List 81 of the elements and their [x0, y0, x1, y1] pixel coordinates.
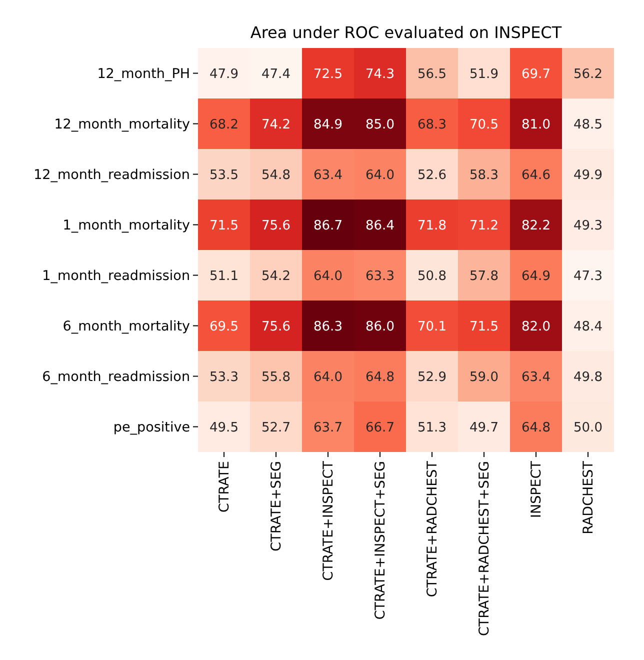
data-label: 47.4	[262, 66, 290, 82]
data-label: 75.6	[262, 218, 290, 234]
data-label: 75.6	[262, 319, 290, 334]
data-label: 58.3	[470, 168, 498, 183]
data-label: 49.7	[470, 420, 498, 436]
data-label: 52.6	[418, 168, 446, 183]
y-tick-label: 12_month_mortality	[54, 116, 190, 132]
data-label: 70.5	[470, 117, 498, 132]
data-label: 56.2	[574, 66, 602, 82]
y-tick-label: 12_month_readmission	[34, 166, 190, 183]
data-label: 81.0	[522, 117, 550, 132]
data-label: 74.2	[262, 117, 290, 132]
x-tick-label: RADCHEST	[580, 460, 597, 534]
chart-title: Area under ROC evaluated on INSPECT	[250, 23, 562, 42]
data-label: 64.0	[314, 370, 342, 385]
data-label: 49.3	[574, 218, 602, 234]
data-label: 52.7	[262, 420, 290, 436]
x-tick-label: CTRATE+INSPECT	[320, 460, 337, 581]
data-label: 64.8	[522, 420, 550, 436]
data-label: 52.9	[418, 370, 446, 385]
x-tick-label: CTRATE	[216, 461, 233, 512]
data-label: 48.5	[574, 117, 602, 132]
data-label: 64.8	[366, 370, 394, 385]
data-label: 53.5	[210, 168, 238, 183]
data-label: 54.2	[262, 268, 290, 284]
x-tick-label: CTRATE+RADCHEST	[424, 460, 441, 598]
data-label: 68.2	[210, 117, 238, 132]
data-label: 82.2	[522, 218, 550, 234]
data-label: 47.3	[574, 268, 602, 284]
data-label: 63.3	[366, 268, 394, 284]
data-label: 82.0	[522, 319, 550, 334]
data-label: 63.4	[314, 168, 342, 183]
x-tick-label: CTRATE+INSPECT+SEG	[372, 461, 389, 620]
x-tick-label: INSPECT	[528, 460, 545, 518]
data-label: 49.8	[574, 370, 602, 385]
data-label: 84.9	[314, 117, 342, 132]
data-label: 69.5	[210, 319, 238, 334]
data-label: 56.5	[418, 66, 446, 82]
y-tick-label: 1_month_readmission	[42, 268, 190, 284]
data-label: 64.9	[522, 268, 550, 284]
data-label: 71.2	[470, 218, 498, 234]
y-tick-label: 12_month_PH	[97, 66, 190, 82]
data-label: 86.3	[314, 319, 342, 334]
y-tick-label: 6_month_mortality	[62, 318, 190, 334]
data-label: 64.0	[314, 268, 342, 284]
data-label: 49.9	[574, 168, 602, 183]
data-label: 55.8	[262, 370, 290, 385]
data-label: 57.8	[470, 268, 498, 284]
y-tick-label: 6_month_readmission	[42, 368, 190, 385]
data-label: 72.5	[314, 66, 342, 82]
data-label: 51.1	[210, 268, 238, 284]
data-label: 54.8	[262, 168, 290, 183]
y-tick-label: 1_month_mortality	[62, 217, 190, 234]
data-label: 86.7	[314, 218, 342, 234]
data-label: 86.4	[366, 218, 394, 234]
x-tick-label: CTRATE+RADCHEST+SEG	[476, 461, 493, 636]
data-label: 71.5	[470, 319, 498, 334]
data-label: 71.5	[210, 218, 238, 234]
data-label: 69.7	[522, 66, 550, 82]
data-label: 71.8	[418, 218, 446, 234]
data-label: 51.9	[470, 66, 498, 82]
data-label: 63.4	[522, 370, 550, 385]
data-label: 68.3	[418, 117, 446, 132]
x-tick-label: CTRATE+SEG	[268, 461, 285, 552]
data-label: 48.4	[574, 319, 602, 334]
data-label: 70.1	[418, 319, 446, 334]
data-label: 64.0	[366, 168, 394, 183]
data-label: 63.7	[314, 420, 342, 436]
data-label: 66.7	[366, 420, 394, 436]
data-label: 86.0	[366, 319, 394, 334]
data-label: 53.3	[210, 370, 238, 385]
data-label: 64.6	[522, 168, 550, 183]
data-label: 74.3	[366, 66, 394, 82]
data-label: 85.0	[366, 117, 394, 132]
data-label: 50.8	[418, 268, 446, 284]
data-label: 49.5	[210, 420, 238, 436]
data-label: 50.0	[574, 420, 602, 436]
data-label: 51.3	[418, 420, 446, 436]
data-label: 59.0	[470, 370, 498, 385]
data-label: 47.9	[210, 66, 238, 82]
y-tick-label: pe_positive	[113, 419, 190, 436]
